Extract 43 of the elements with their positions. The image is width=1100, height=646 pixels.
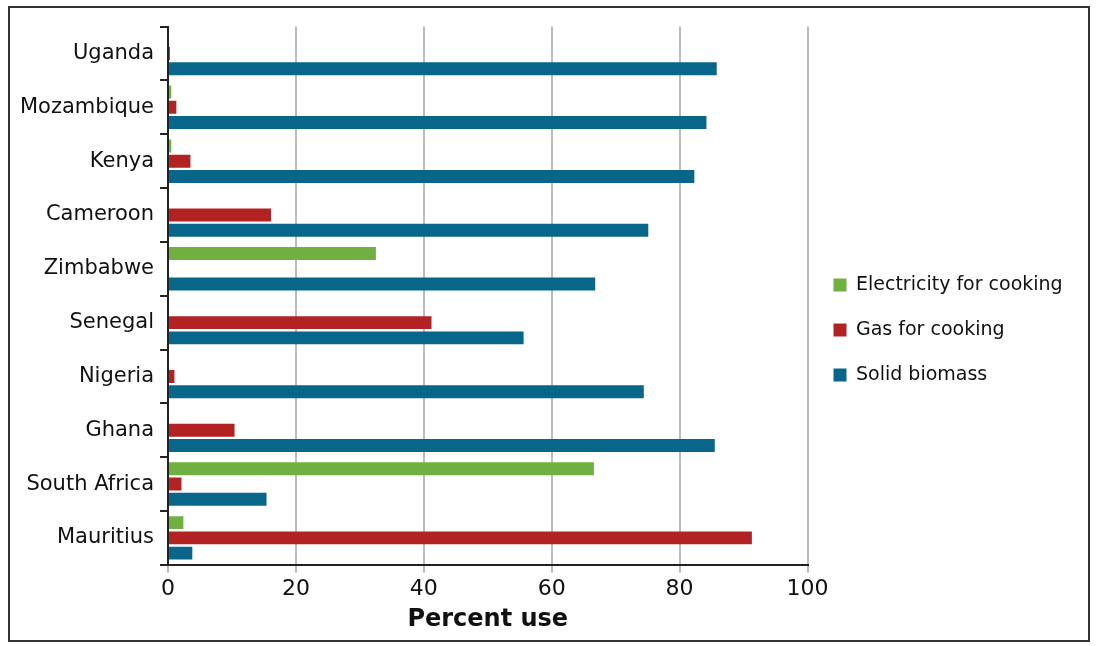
- x-tick-label: 20: [281, 574, 310, 600]
- y-tick-label: Mozambique: [19, 93, 155, 118]
- legend-label: Gas for cooking: [856, 316, 1005, 339]
- bar: [169, 277, 596, 291]
- bar: [169, 62, 717, 76]
- x-axis-title: Percent use: [407, 603, 569, 632]
- bar: [169, 492, 267, 506]
- bar: [169, 100, 177, 114]
- bar: [169, 477, 182, 491]
- y-tick-label: Nigeria: [78, 362, 155, 387]
- bar: [169, 169, 695, 183]
- bar: [169, 316, 432, 330]
- bar: [169, 439, 715, 452]
- bar: [169, 369, 175, 383]
- bar: [169, 116, 707, 130]
- bar: [169, 531, 752, 545]
- bar: [169, 247, 376, 261]
- bar: [169, 208, 271, 222]
- y-tick-label: Zimbabwe: [43, 255, 155, 280]
- bar: [169, 462, 594, 476]
- bar: [169, 546, 193, 560]
- bar: [169, 223, 649, 237]
- bar: [169, 154, 191, 168]
- x-tick-label: 40: [409, 574, 438, 600]
- x-tick-label: 60: [537, 574, 566, 600]
- y-tick-label: Uganda: [72, 39, 155, 64]
- x-tick-label: 0: [161, 574, 176, 600]
- x-tick-label: 100: [786, 574, 829, 600]
- bar: [169, 331, 524, 345]
- y-tick-label: Senegal: [69, 309, 155, 334]
- bar: [169, 85, 172, 99]
- bar: [169, 423, 235, 437]
- bar: [169, 516, 184, 530]
- bar: [169, 385, 644, 399]
- y-tick-label: South Africa: [26, 470, 155, 495]
- legend-label: Solid biomass: [856, 361, 988, 384]
- y-tick-label: Kenya: [89, 147, 155, 172]
- y-tick-label: Cameroon: [45, 201, 155, 226]
- legend-label: Electricity for cooking: [856, 271, 1063, 294]
- bar: [169, 139, 172, 153]
- y-tick-label: Mauritius: [56, 524, 155, 549]
- y-tick-label: Ghana: [85, 416, 155, 441]
- x-tick-label: 80: [665, 574, 694, 600]
